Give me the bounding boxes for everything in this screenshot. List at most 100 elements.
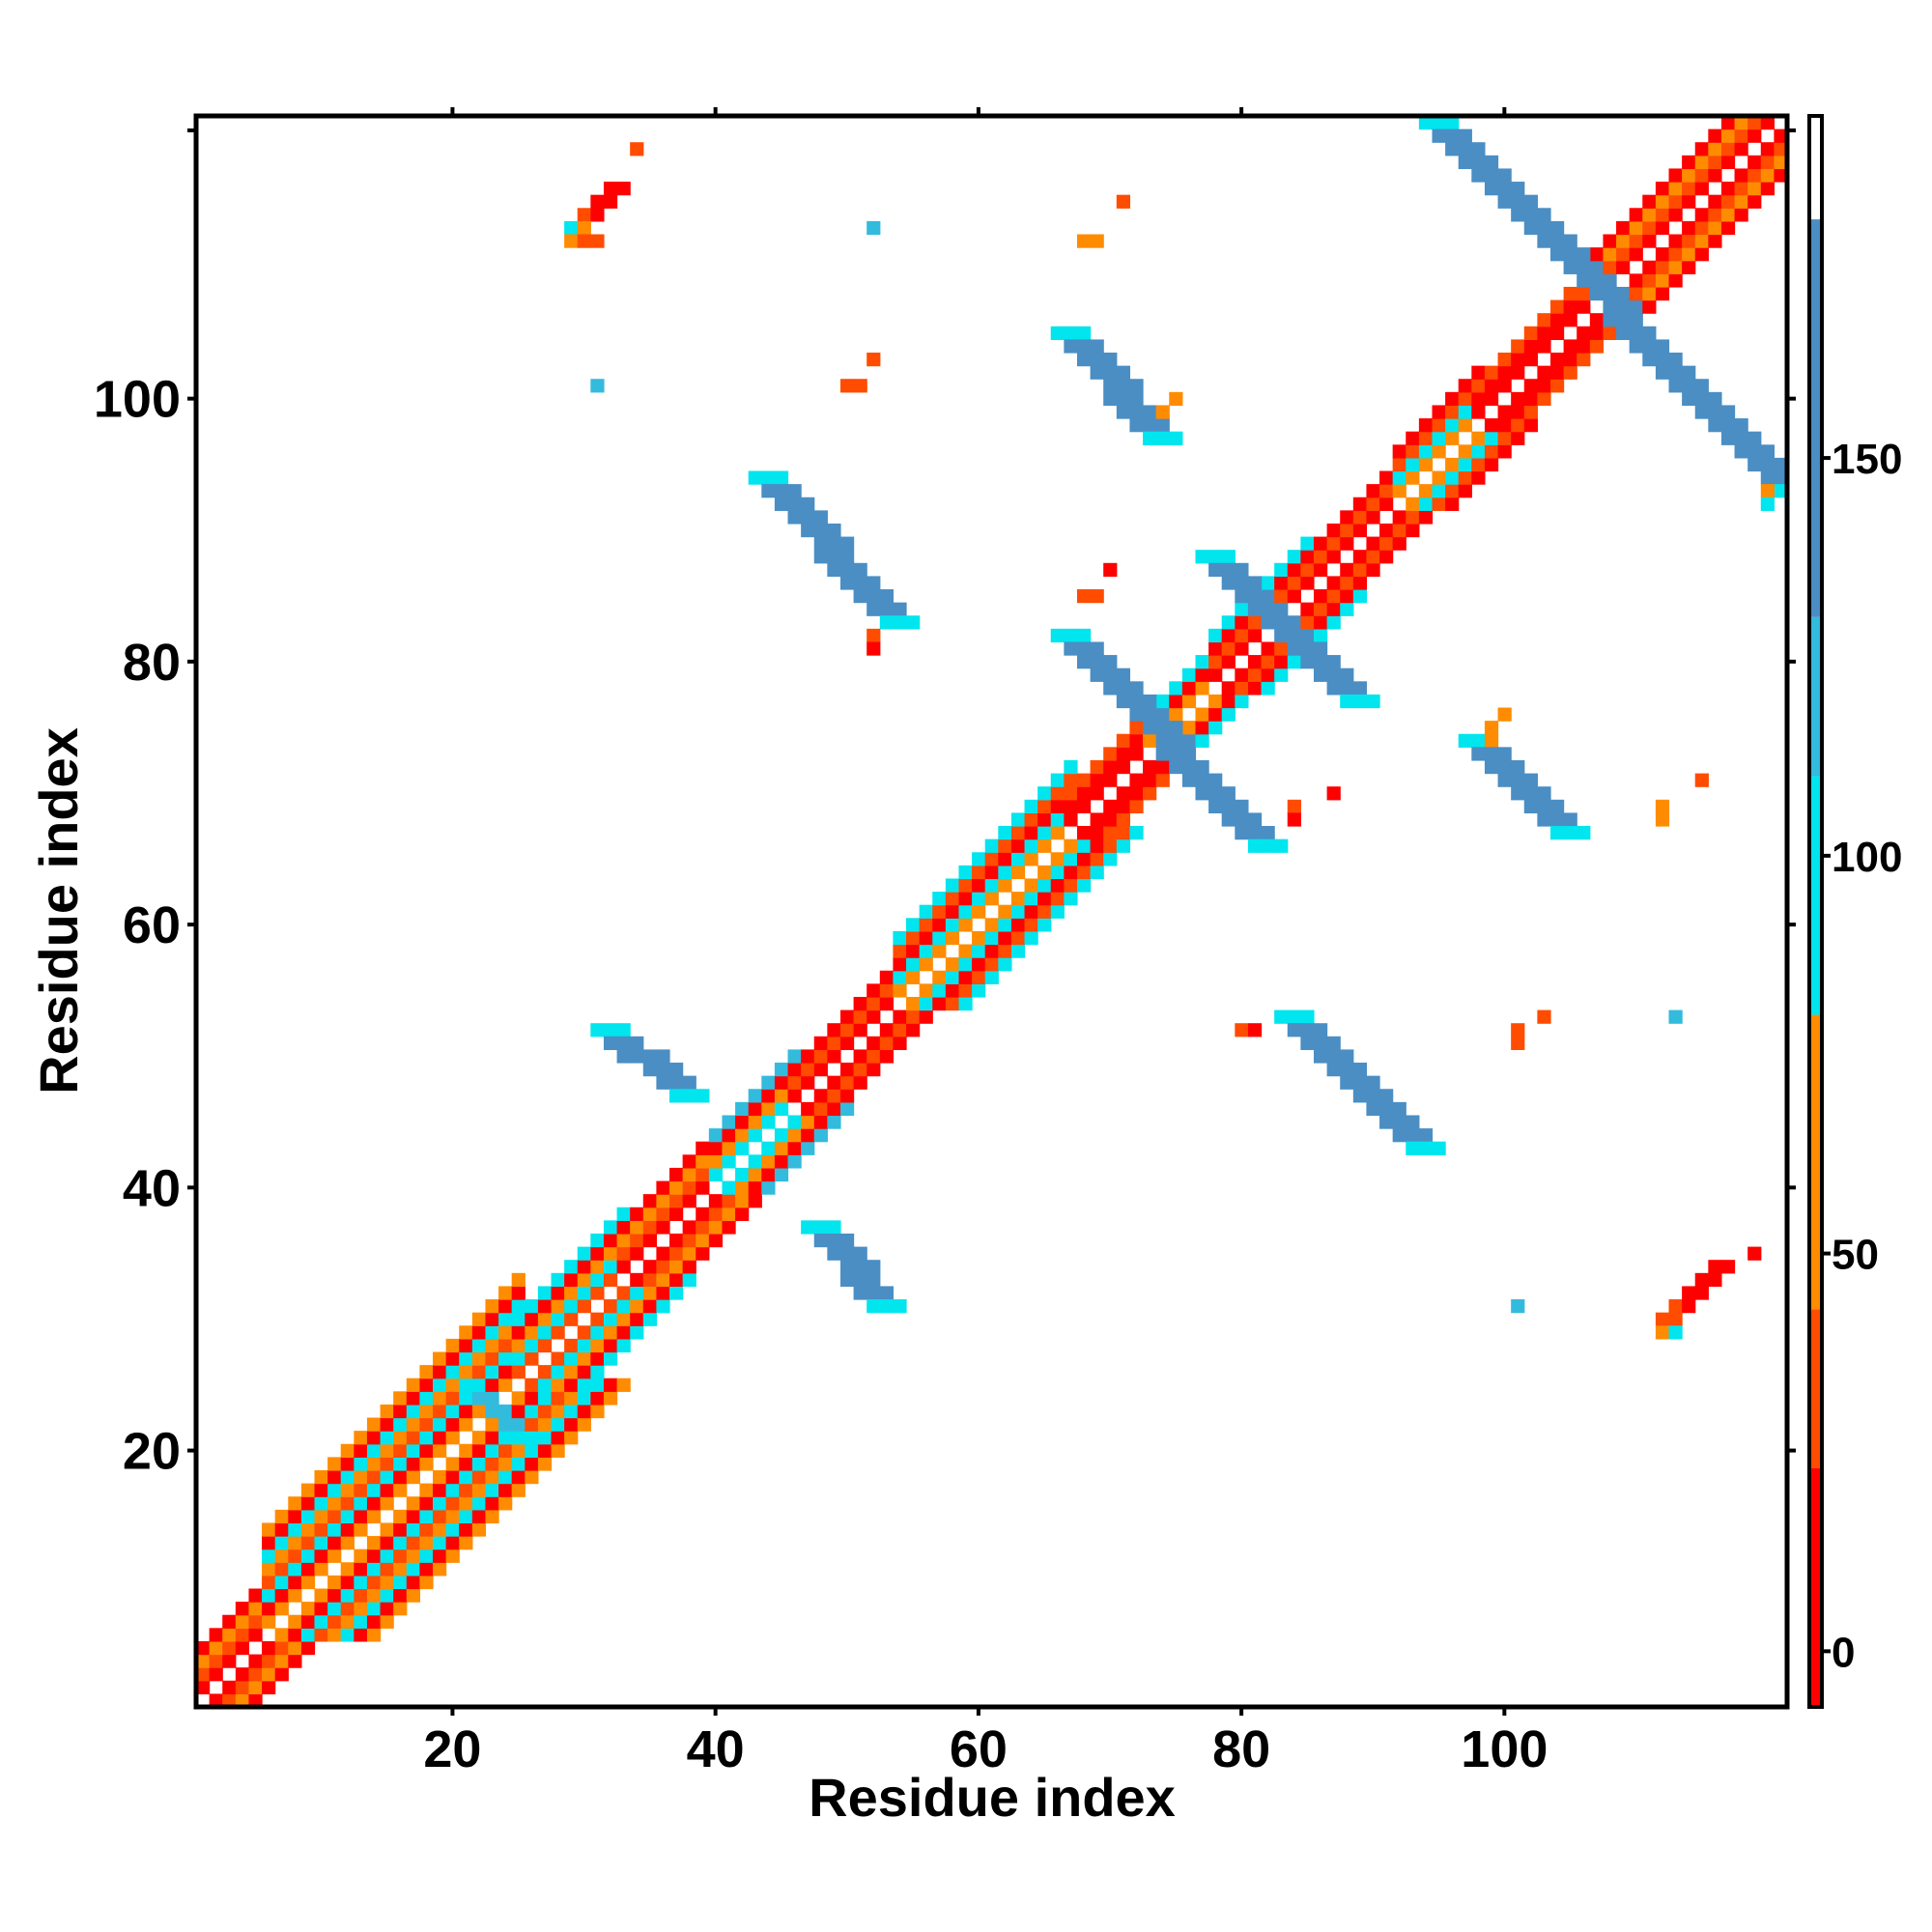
- heatmap-cell: [708, 1194, 724, 1208]
- heatmap-cell: [919, 944, 933, 958]
- heatmap-cell: [525, 1338, 539, 1353]
- heatmap-cell: [1655, 182, 1670, 196]
- heatmap-cell: [1458, 155, 1472, 170]
- heatmap-cell: [867, 983, 881, 998]
- heatmap-cell: [354, 1496, 368, 1511]
- heatmap-cell: [1181, 759, 1197, 775]
- heatmap-cell: [1549, 326, 1565, 340]
- heatmap-cell: [590, 1312, 605, 1326]
- heatmap-cell: [471, 1431, 487, 1445]
- heatmap-cell: [1247, 576, 1263, 590]
- heatmap-cell: [827, 536, 841, 551]
- heatmap-cell: [1313, 655, 1328, 669]
- heatmap-cell: [327, 1588, 342, 1603]
- heatmap-cell: [366, 1588, 382, 1603]
- heatmap-cell: [1379, 550, 1394, 564]
- heatmap-cell: [656, 1049, 670, 1064]
- heatmap-cell: [1169, 431, 1183, 445]
- heatmap-cell: [498, 1431, 513, 1445]
- heatmap-cell: [1010, 865, 1026, 880]
- heatmap-cell: [1274, 641, 1289, 656]
- heatmap-cell: [616, 1286, 631, 1300]
- heatmap-cell: [1221, 812, 1236, 827]
- heatmap-cell: [1129, 799, 1144, 814]
- heatmap-cell: [1300, 1023, 1315, 1037]
- heatmap-cell: [1484, 759, 1499, 775]
- heatmap-cell: [471, 1469, 487, 1485]
- heatmap-cell: [537, 1378, 553, 1392]
- heatmap-cell: [1195, 759, 1209, 775]
- heatmap-cell: [511, 1431, 526, 1445]
- heatmap-cell: [616, 1338, 631, 1353]
- heatmap-cell: [590, 1404, 605, 1419]
- heatmap-cell: [1708, 194, 1722, 209]
- heatmap-cell: [1050, 799, 1065, 814]
- heatmap-cell: [1760, 155, 1775, 170]
- heatmap-cell: [1090, 838, 1104, 853]
- heatmap-cell: [1366, 484, 1380, 498]
- heatmap-cell: [393, 1522, 408, 1537]
- heatmap-cell: [498, 1496, 513, 1511]
- heatmap-cell: [722, 1128, 736, 1143]
- heatmap-cell: [1076, 865, 1092, 880]
- heatmap-cell: [445, 1417, 460, 1432]
- heatmap-cell: [1577, 299, 1591, 314]
- heatmap-cell: [827, 562, 841, 577]
- heatmap-cell: [445, 1351, 460, 1366]
- heatmap-cell: [485, 1351, 499, 1366]
- heatmap-cell: [1511, 431, 1525, 445]
- heatmap-cell: [735, 1128, 750, 1143]
- heatmap-cell: [1235, 615, 1249, 630]
- heatmap-cell: [288, 1536, 302, 1550]
- heatmap-cell: [1563, 247, 1577, 262]
- heatmap-cell: [1300, 628, 1315, 643]
- heatmap-cell: [274, 1654, 289, 1668]
- heatmap-cell: [354, 1575, 368, 1590]
- heatmap-cell: [262, 1602, 276, 1616]
- heatmap-cell: [459, 1536, 473, 1550]
- heatmap-cell: [1155, 733, 1170, 748]
- heatmap-cell: [774, 1075, 789, 1090]
- heatmap-cell: [1734, 208, 1748, 222]
- heatmap-cell: [498, 1286, 513, 1300]
- heatmap-cell: [498, 1325, 513, 1340]
- heatmap-cell: [787, 510, 802, 525]
- heatmap-cell: [248, 1602, 263, 1616]
- heatmap-cell: [366, 1602, 382, 1616]
- heatmap-cell: [1682, 194, 1696, 209]
- heatmap-cell: [419, 1496, 434, 1511]
- heatmap-cell: [274, 1522, 289, 1537]
- heatmap-cell: [1432, 431, 1446, 445]
- heatmap-cell: [801, 1101, 815, 1117]
- heatmap-cell: [1103, 562, 1118, 577]
- heatmap-cell: [1523, 208, 1538, 222]
- heatmap-cell: [380, 1404, 394, 1419]
- heatmap-cell: [1221, 550, 1236, 564]
- heatmap-cell: [209, 1628, 223, 1642]
- heatmap-cell: [1616, 299, 1631, 314]
- heatmap-cell: [1668, 365, 1683, 380]
- heatmap-cell: [1169, 707, 1183, 722]
- heatmap-cell: [590, 1338, 605, 1353]
- heatmap-cell: [445, 1431, 460, 1445]
- heatmap-cell: [340, 1588, 355, 1603]
- heatmap-cell: [1116, 826, 1131, 840]
- heatmap-cell: [1181, 773, 1197, 787]
- heatmap-cell: [380, 1483, 394, 1497]
- heatmap-cell: [813, 510, 828, 525]
- heatmap-cell: [1155, 721, 1170, 735]
- heatmap-cell: [1287, 1023, 1301, 1037]
- heatmap-cell: [1313, 589, 1328, 604]
- heatmap-cell: [1326, 668, 1341, 682]
- heatmap-cell: [813, 523, 828, 538]
- heatmap-cell: [893, 957, 907, 972]
- heatmap-cell: [827, 1220, 841, 1235]
- heatmap-cell: [1629, 326, 1643, 340]
- heatmap-cell: [1392, 470, 1406, 485]
- heatmap-cell: [1050, 812, 1065, 827]
- heatmap-cell: [1708, 1272, 1722, 1288]
- heatmap-cell: [419, 1391, 434, 1406]
- heatmap-cell: [1471, 155, 1486, 170]
- heatmap-cell: [314, 1628, 328, 1642]
- heatmap-cell: [1497, 418, 1512, 433]
